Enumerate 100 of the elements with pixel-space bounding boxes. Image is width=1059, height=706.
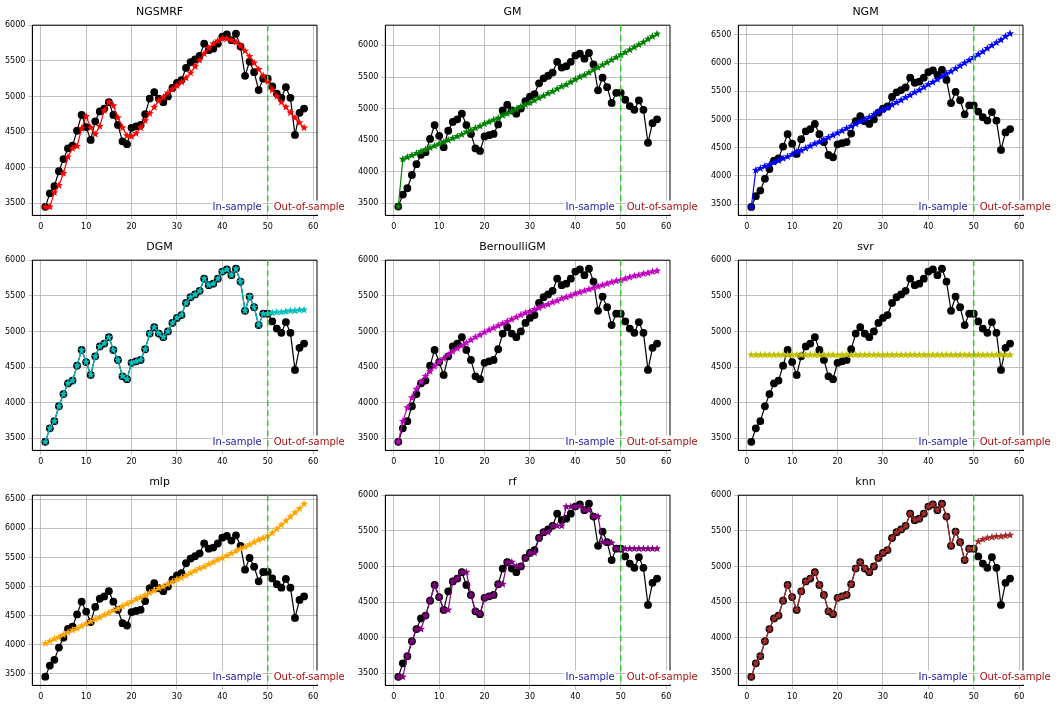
x-tick-label: 40 [570,457,581,467]
x-tick-label: 40 [570,222,581,232]
y-tick-label: 3500 [5,433,26,443]
x-tick-label: 10 [787,692,798,702]
x-tick-label: 20 [126,692,137,702]
x-tick-label: 50 [968,222,979,232]
y-tick-label: 6000 [358,40,379,50]
x-tick-label: 50 [615,457,626,467]
x-tick-label: 0 [38,457,44,467]
y-tick-label: 4000 [5,162,26,172]
x-tick-label: 30 [171,692,183,702]
annotation: In-sample [565,435,615,447]
y-tick-label: 6000 [358,490,379,500]
y-tick-label: 4000 [5,639,26,649]
y-tick-label: 3500 [711,199,732,209]
y-tick-label: 4000 [358,166,379,176]
y-tick-label: 4500 [711,362,732,372]
y-tick-label: 6500 [5,494,26,504]
y-tick-label: 5500 [5,552,26,562]
x-tick-label: 40 [217,222,228,232]
x-tick-label: 40 [923,222,934,232]
y-tick-label: 5500 [358,290,379,300]
y-tick-label: 5000 [358,326,379,336]
annotation: Out-of-sample [626,435,698,447]
x-tick-label: 30 [877,692,889,702]
x-tick-label: 60 [1014,222,1025,232]
x-tick-label: 20 [832,222,843,232]
y-tick-label: 5000 [711,326,732,336]
x-tick-label: 60 [308,457,319,467]
x-tick-label: 0 [744,457,750,467]
annotation: In-sample [212,670,262,682]
annotation: In-sample [565,670,615,682]
y-tick-label: 3500 [358,198,379,208]
x-tick-label: 40 [217,457,228,467]
y-tick-label: 4000 [358,397,379,407]
y-tick-label: 6000 [5,20,26,30]
chart-title: NGSMRF [135,5,184,19]
x-tick-label: 60 [661,457,672,467]
x-tick-label: 30 [524,222,536,232]
y-tick-label: 6000 [5,255,26,265]
y-tick-label: 6000 [711,58,732,68]
y-tick-label: 4500 [711,597,732,607]
y-tick-label: 4000 [358,632,379,642]
annotation: Out-of-sample [979,435,1051,447]
annotation: Out-of-sample [273,435,345,447]
x-tick-label: 60 [308,222,319,232]
annotation: In-sample [565,200,615,212]
y-tick-label: 5000 [5,91,26,101]
y-tick-label: 5500 [5,55,26,65]
chart-title: BernoulliGM [479,240,546,254]
x-tick-label: 0 [38,222,44,232]
y-tick-label: 4500 [358,597,379,607]
annotation: In-sample [918,435,968,447]
x-tick-label: 50 [615,692,626,702]
annotation: Out-of-sample [626,200,698,212]
y-tick-label: 5500 [358,525,379,535]
x-tick-label: 30 [877,457,889,467]
annotation: Out-of-sample [979,670,1051,682]
x-tick-label: 60 [1014,457,1025,467]
y-tick-label: 5500 [711,290,732,300]
annotation: Out-of-sample [273,200,345,212]
x-tick-label: 10 [787,222,798,232]
x-tick-label: 50 [968,692,979,702]
x-tick-label: 20 [479,692,490,702]
chart-title: GM [503,5,522,19]
y-tick-label: 5500 [711,525,732,535]
x-tick-label: 10 [81,692,92,702]
y-tick-label: 3500 [358,668,379,678]
y-tick-label: 5000 [358,103,379,113]
y-tick-label: 3500 [5,668,26,678]
x-tick-label: 40 [217,692,228,702]
y-tick-label: 5000 [711,561,732,571]
x-tick-label: 30 [171,457,183,467]
y-tick-label: 6500 [711,29,732,39]
x-tick-label: 20 [479,457,490,467]
y-tick-label: 6000 [711,490,732,500]
y-tick-label: 4500 [358,362,379,372]
annotation: Out-of-sample [979,200,1051,212]
y-tick-label: 3500 [358,433,379,443]
chart-title: NGM [852,5,879,19]
x-tick-label: 10 [434,222,445,232]
y-tick-label: 5000 [5,326,26,336]
y-tick-label: 6000 [358,255,379,265]
chart-title: DGM [146,240,173,254]
y-tick-label: 4500 [711,142,732,152]
annotation: Out-of-sample [626,670,698,682]
x-tick-label: 20 [832,692,843,702]
y-tick-label: 5000 [711,114,732,124]
y-tick-label: 4000 [711,397,732,407]
x-tick-label: 0 [391,692,397,702]
x-tick-label: 10 [434,457,445,467]
y-tick-label: 4000 [5,397,26,407]
y-tick-label: 6000 [711,255,732,265]
annotation: In-sample [918,670,968,682]
x-tick-label: 0 [391,457,397,467]
y-tick-label: 5000 [5,581,26,591]
x-tick-label: 40 [923,692,934,702]
x-tick-label: 50 [615,222,626,232]
x-tick-label: 40 [923,457,934,467]
y-tick-label: 4000 [711,632,732,642]
